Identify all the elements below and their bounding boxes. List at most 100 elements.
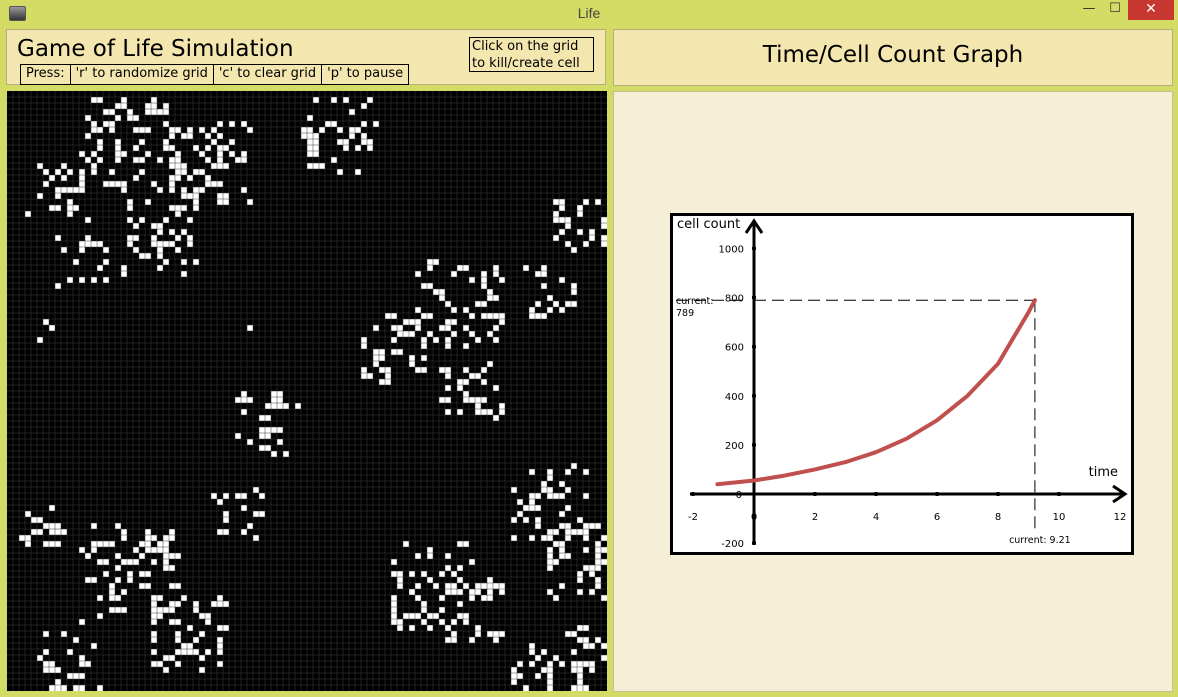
live-cell[interactable] [175,175,181,181]
live-cell[interactable] [463,619,469,625]
live-cell[interactable] [511,679,517,685]
live-cell[interactable] [445,409,451,415]
live-cell[interactable] [127,559,133,565]
live-cell[interactable] [91,547,97,553]
live-cell[interactable] [559,217,565,223]
live-cell[interactable] [517,661,523,667]
live-cell[interactable] [193,205,199,211]
live-cell[interactable] [223,517,229,523]
live-cell[interactable] [439,367,445,373]
live-cell[interactable] [361,121,367,127]
live-cell[interactable] [391,613,397,619]
live-cell[interactable] [589,661,595,667]
live-cell[interactable] [109,169,115,175]
live-cell[interactable] [259,433,265,439]
live-cell[interactable] [487,295,493,301]
live-cell[interactable] [457,379,463,385]
live-cell[interactable] [133,115,139,121]
live-cell[interactable] [427,259,433,265]
live-cell[interactable] [547,307,553,313]
live-cell[interactable] [37,337,43,343]
live-cell[interactable] [553,217,559,223]
live-cell[interactable] [181,595,187,601]
live-cell[interactable] [553,199,559,205]
live-cell[interactable] [487,313,493,319]
live-cell[interactable] [55,529,61,535]
live-cell[interactable] [133,223,139,229]
live-cell[interactable] [583,685,589,691]
live-cell[interactable] [499,409,505,415]
live-cell[interactable] [397,583,403,589]
live-cell[interactable] [139,217,145,223]
live-cell[interactable] [565,505,571,511]
live-cell[interactable] [121,535,127,541]
live-cell[interactable] [79,151,85,157]
live-cell[interactable] [577,625,583,631]
live-cell[interactable] [133,547,139,553]
live-cell[interactable] [601,547,607,553]
live-cell[interactable] [463,613,469,619]
live-cell[interactable] [193,637,199,643]
live-cell[interactable] [391,595,397,601]
live-cell[interactable] [85,577,91,583]
live-cell[interactable] [49,667,55,673]
live-cell[interactable] [565,241,571,247]
live-cell[interactable] [145,571,151,577]
live-cell[interactable] [97,97,103,103]
live-cell[interactable] [97,241,103,247]
live-cell[interactable] [535,673,541,679]
live-cell[interactable] [109,583,115,589]
live-cell[interactable] [85,661,91,667]
live-cell[interactable] [541,481,547,487]
live-cell[interactable] [535,301,541,307]
live-cell[interactable] [217,157,223,163]
live-cell[interactable] [559,229,565,235]
live-cell[interactable] [247,127,253,133]
live-cell[interactable] [169,601,175,607]
live-cell[interactable] [31,529,37,535]
live-cell[interactable] [493,637,499,643]
live-cell[interactable] [277,439,283,445]
live-cell[interactable] [67,649,73,655]
live-cell[interactable] [601,643,607,649]
live-cell[interactable] [139,571,145,577]
live-cell[interactable] [493,337,499,343]
live-cell[interactable] [403,541,409,547]
live-cell[interactable] [127,241,133,247]
live-cell[interactable] [559,583,565,589]
live-cell[interactable] [163,109,169,115]
live-cell[interactable] [529,493,535,499]
live-cell[interactable] [493,583,499,589]
live-cell[interactable] [601,559,607,565]
live-cell[interactable] [181,259,187,265]
live-cell[interactable] [577,667,583,673]
live-cell[interactable] [151,661,157,667]
live-cell[interactable] [469,277,475,283]
live-cell[interactable] [121,271,127,277]
live-cell[interactable] [25,511,31,517]
live-cell[interactable] [217,133,223,139]
live-cell[interactable] [157,157,163,163]
live-cell[interactable] [247,325,253,331]
live-cell[interactable] [553,211,559,217]
live-cell[interactable] [175,553,181,559]
live-cell[interactable] [169,607,175,613]
live-cell[interactable] [475,625,481,631]
live-cell[interactable] [469,589,475,595]
live-cell[interactable] [127,577,133,583]
live-cell[interactable] [85,217,91,223]
live-cell[interactable] [205,619,211,625]
live-cell[interactable] [475,631,481,637]
live-cell[interactable] [187,193,193,199]
live-cell[interactable] [259,445,265,451]
live-cell[interactable] [91,277,97,283]
live-cell[interactable] [271,451,277,457]
live-cell[interactable] [553,541,559,547]
live-cell[interactable] [175,649,181,655]
live-cell[interactable] [223,511,229,517]
live-cell[interactable] [463,325,469,331]
live-cell[interactable] [49,541,55,547]
live-cell[interactable] [217,199,223,205]
live-cell[interactable] [481,283,487,289]
live-cell[interactable] [415,307,421,313]
